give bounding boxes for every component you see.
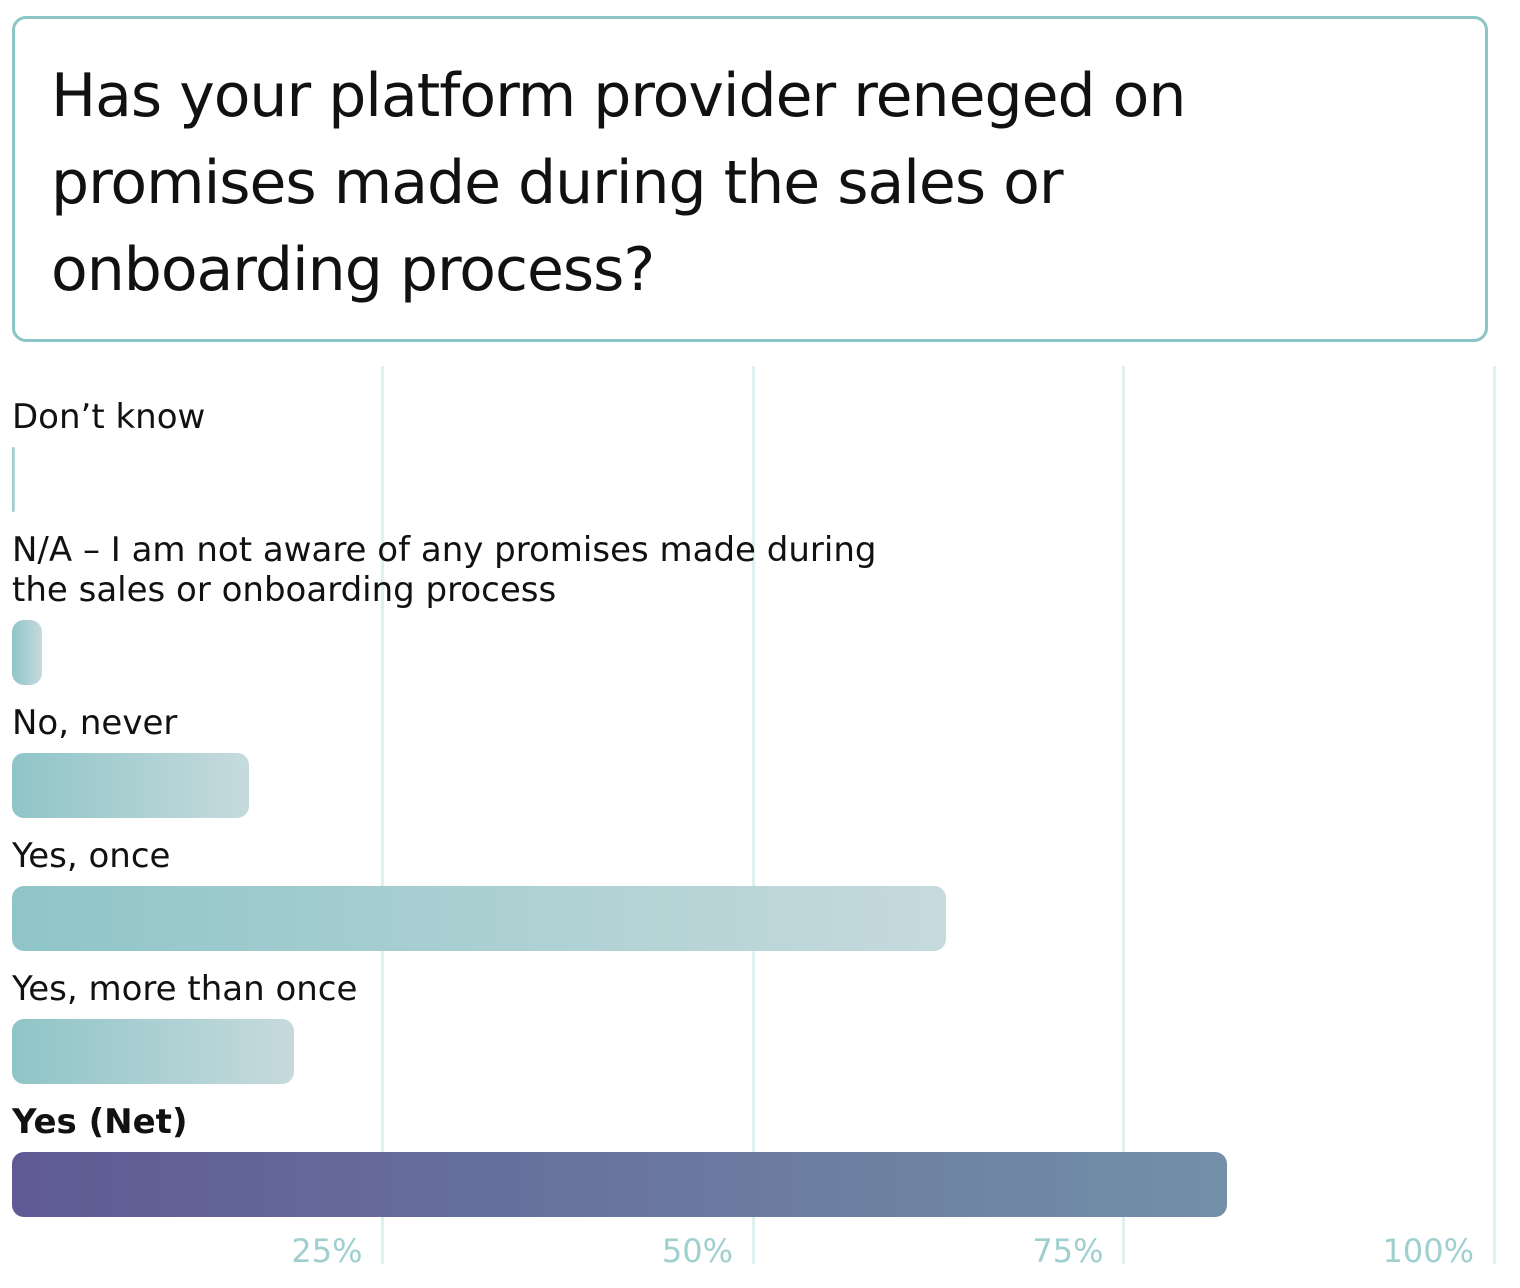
bar-label: Yes, once: [12, 836, 171, 876]
bar: [12, 447, 15, 512]
x-tick-label: 100%: [1382, 1232, 1474, 1270]
bars: Don’t know N/A – I am not aware of any pr…: [12, 397, 1494, 1235]
chart-title: Has your platform provider reneged on pr…: [51, 61, 1186, 305]
bar-label: Don’t know: [12, 397, 206, 437]
bar-label: Yes (Net): [12, 1102, 188, 1142]
bar-label: Yes, more than once: [12, 969, 358, 1009]
bar: [12, 753, 250, 818]
x-tick-label: 75%: [1032, 1232, 1104, 1270]
x-tick-label: 25%: [291, 1232, 363, 1270]
grid-line: [1122, 366, 1125, 1264]
bar: [12, 886, 946, 951]
bar: [12, 1152, 1228, 1217]
grid-line: [751, 366, 755, 1264]
bar-label: N/A – I am not aware of any promises mad…: [12, 530, 877, 610]
title-box: Has your platform provider reneged on pr…: [12, 16, 1488, 342]
grid-line: [1492, 366, 1496, 1264]
grid-line: [381, 366, 384, 1264]
bar: [12, 620, 42, 685]
x-tick-label: 50%: [661, 1232, 733, 1270]
bar: [12, 1019, 294, 1084]
bar-label: No, never: [12, 703, 178, 743]
